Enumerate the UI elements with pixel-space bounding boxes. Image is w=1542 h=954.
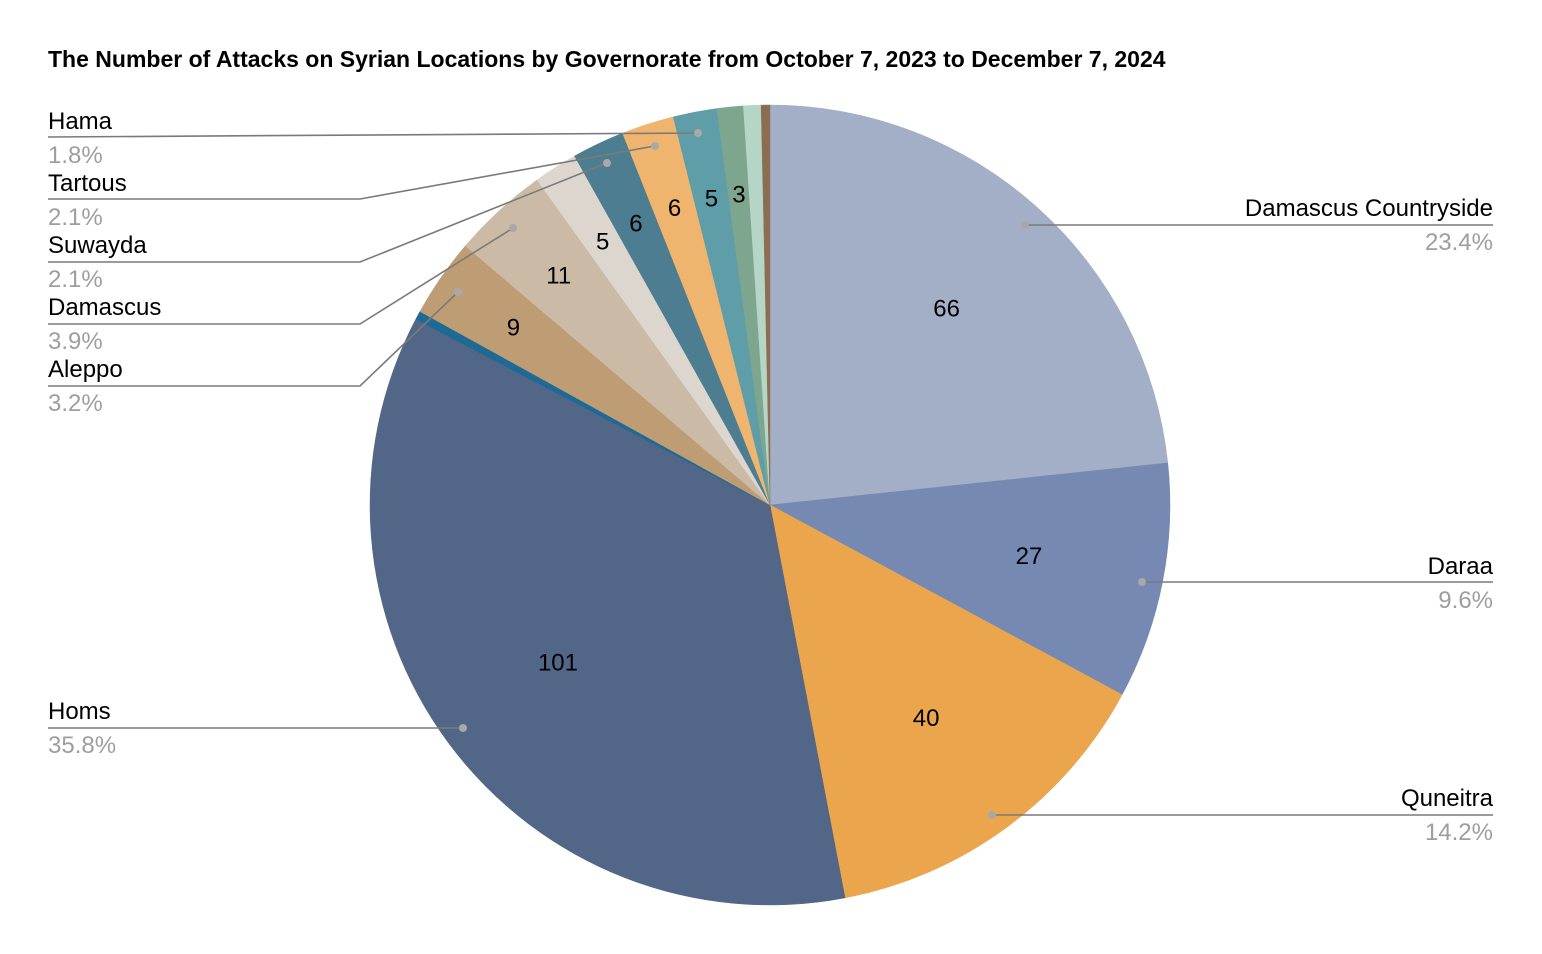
legend-label-homs: Homs — [48, 698, 111, 725]
legend-left: Hama 1.8% Tartous 2.1% Suwayda 2.1% Dama… — [48, 108, 161, 759]
slice-value: 27 — [1016, 543, 1043, 570]
legend-percent-hama: 1.8% — [48, 142, 103, 169]
callout-dot-icon — [1138, 578, 1146, 586]
legend-percent-damascus: 3.9% — [48, 328, 103, 355]
legend-percent-quneitra: 14.2% — [1425, 819, 1493, 846]
slice-value: 5 — [705, 186, 718, 213]
slice-value: 66 — [933, 296, 960, 323]
legend-percent-suwayda: 2.1% — [48, 266, 103, 293]
slice-value: 3 — [732, 182, 745, 209]
legend-label-suwayda: Suwayda — [48, 232, 147, 259]
pie-slices — [369, 104, 1171, 906]
legend-percent-daraa: 9.6% — [1438, 587, 1493, 614]
pie-slice-damascus-countryside — [769, 104, 1169, 506]
slice-value: 9 — [507, 315, 520, 342]
legend-percent-aleppo: 3.2% — [48, 390, 103, 417]
legend-label-quneitra: Quneitra — [1401, 785, 1494, 812]
callout-dot-icon — [694, 129, 702, 137]
callout-dot-icon — [509, 224, 517, 232]
legend-right: Damascus Countryside 23.4% Daraa 9.6% Qu… — [1245, 195, 1494, 846]
slice-value: 6 — [629, 210, 642, 237]
callout-dot-icon — [459, 724, 467, 732]
callout-dot-icon — [988, 811, 996, 819]
pie-slice — [760, 104, 771, 506]
slice-value: 6 — [668, 195, 681, 222]
slice-value: 101 — [538, 649, 578, 676]
pie-slice-homs — [369, 318, 846, 906]
callout-dot-icon — [603, 159, 611, 167]
callout-lines — [47, 129, 1493, 819]
legend-label-aleppo: Aleppo — [48, 356, 123, 383]
legend-percent-tartous: 2.1% — [48, 204, 103, 231]
legend-label-daraa: Daraa — [1428, 553, 1494, 580]
legend-label-damascus: Damascus — [48, 294, 161, 321]
legend-label-tartous: Tartous — [48, 170, 127, 197]
pie-slice-quneitra — [769, 504, 1123, 899]
callout-dot-icon — [651, 142, 659, 150]
callout-dot-icon — [1021, 221, 1029, 229]
chart-title: The Number of Attacks on Syrian Location… — [48, 46, 1166, 72]
slice-value: 5 — [596, 229, 609, 256]
legend-percent-damascus-countryside: 23.4% — [1425, 229, 1493, 256]
slice-value: 11 — [546, 262, 571, 289]
legend-percent-homs: 35.8% — [48, 732, 116, 759]
slice-value: 40 — [913, 705, 940, 732]
legend-label-damascus-countryside: Damascus Countryside — [1245, 195, 1493, 222]
callout-dot-icon — [454, 288, 462, 296]
legend-label-hama: Hama — [48, 108, 113, 135]
